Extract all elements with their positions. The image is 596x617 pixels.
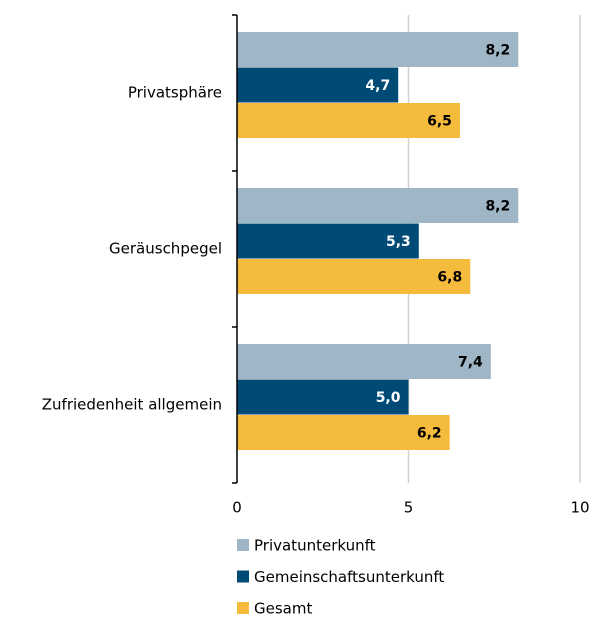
bar (237, 379, 409, 415)
value-label: 6,8 (437, 270, 462, 286)
category-label: Zufriedenheit allgemein (42, 396, 222, 414)
x-tick-label: 5 (404, 499, 414, 517)
bar (237, 415, 450, 450)
x-tick-label: 0 (232, 499, 242, 517)
bar (237, 103, 460, 138)
value-label: 5,0 (376, 390, 401, 406)
bar (237, 32, 519, 67)
legend-label: Privatunterkunft (254, 537, 376, 555)
value-label: 8,2 (485, 43, 510, 59)
legend-swatch (237, 570, 249, 583)
value-label: 4,7 (365, 78, 390, 94)
value-label: 6,2 (417, 426, 442, 442)
bar (237, 223, 419, 259)
bar (237, 67, 399, 103)
value-label: 8,2 (485, 199, 510, 215)
category-label: Geräuschpegel (109, 240, 222, 258)
bar (237, 259, 471, 294)
category-label: Privatsphäre (128, 84, 222, 102)
x-tick-label: 10 (570, 499, 589, 517)
legend-swatch (237, 602, 249, 614)
legend-label: Gesamt (254, 600, 312, 617)
value-label: 6,5 (427, 114, 452, 130)
legend-swatch (237, 539, 249, 551)
bar (237, 188, 519, 223)
legend-label: Gemeinschaftsunterkunft (254, 568, 444, 586)
value-label: 7,4 (458, 355, 483, 371)
bar (237, 344, 491, 379)
value-label: 5,3 (386, 234, 411, 250)
